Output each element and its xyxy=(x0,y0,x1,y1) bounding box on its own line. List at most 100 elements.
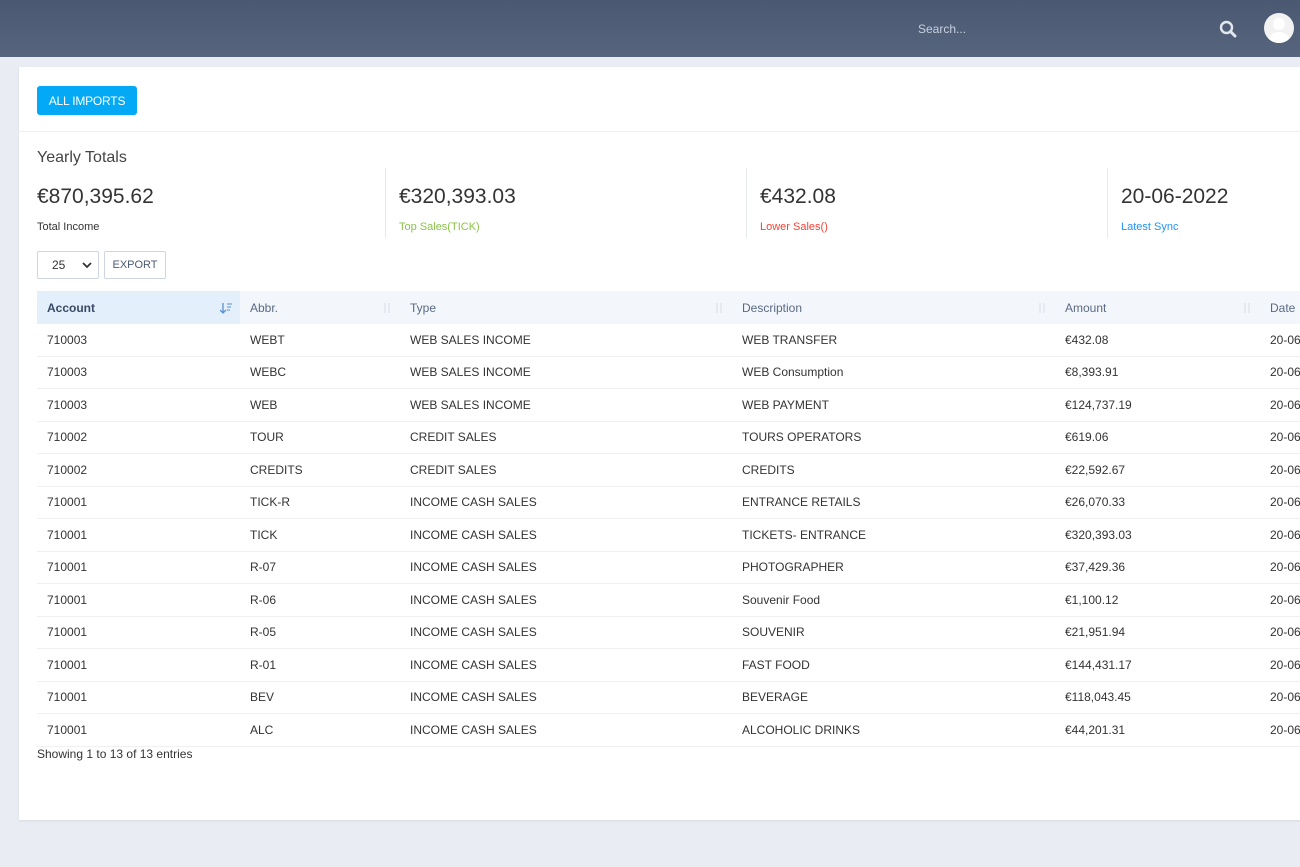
column-header[interactable]: Description xyxy=(732,291,1055,324)
export-button[interactable]: EXPORT xyxy=(104,251,166,279)
table-cell: INCOME CASH SALES xyxy=(400,681,732,714)
table-row: 710001 R-01 INCOME CASH SALES FAST FOOD €144… xyxy=(37,648,1300,682)
table-cell: FAST FOOD xyxy=(732,648,1055,682)
stat-label: Total Income xyxy=(37,221,100,233)
page-size: 25 xyxy=(52,258,66,272)
table-cell: WEB SALES INCOME xyxy=(400,388,732,422)
table-cell: 20-06-2022 xyxy=(1260,453,1300,487)
all-imports-button[interactable]: ALL IMPORTS xyxy=(37,86,137,115)
stat-value: €870,395.62 xyxy=(37,185,154,208)
sort-icon xyxy=(220,303,232,314)
table-cell: 20-06-2022 xyxy=(1260,583,1300,617)
avatar[interactable] xyxy=(1264,13,1294,43)
stat: €320,393.03 Top Sales(TICK) xyxy=(399,185,739,233)
summary-title: Yearly Totals xyxy=(37,149,127,166)
table-cell: €432.08 xyxy=(1055,324,1260,357)
table-cell: WEBT xyxy=(240,324,400,357)
table-cell: €22,592.67 xyxy=(1055,453,1260,487)
stat-value: €432.08 xyxy=(760,185,836,208)
table-cell: WEB Consumption xyxy=(732,356,1055,389)
stat-label: Top Sales(TICK) xyxy=(399,221,480,233)
table-cell: 710002 xyxy=(37,453,240,487)
stat-value: 20-06-2022 xyxy=(1121,185,1229,208)
column-title: Abbr. xyxy=(250,300,279,315)
table-row: 710001 R-07 INCOME CASH SALES PHOTOGRAPHER €… xyxy=(37,551,1300,584)
table-cell: 20-06-2022 xyxy=(1260,648,1300,682)
table-info: Showing 1 to 13 of 13 entries xyxy=(37,747,193,761)
table-row: 710001 BEV INCOME CASH SALES BEVERAGE €118,0… xyxy=(37,681,1300,714)
table-cell: TICK xyxy=(240,518,400,552)
table-cell: CREDIT SALES xyxy=(400,453,732,487)
column-title: Account xyxy=(47,300,95,315)
table-cell: WEBC xyxy=(240,356,400,389)
column-header[interactable]: Abbr. xyxy=(240,291,400,324)
table-cell: CREDITS xyxy=(732,453,1055,487)
table-cell: TOUR xyxy=(240,421,400,454)
table-cell: R-06 xyxy=(240,583,400,617)
table-cell: 710001 xyxy=(37,713,240,747)
table-cell: 20-06-2022 xyxy=(1260,486,1300,519)
table-cell: €320,393.03 xyxy=(1055,518,1260,552)
table-cell: €26,070.33 xyxy=(1055,486,1260,519)
table-cell: 710001 xyxy=(37,583,240,617)
table-cell: 20-06-2022 xyxy=(1260,324,1300,357)
table-cell: WEB PAYMENT xyxy=(732,388,1055,422)
table-cell: ALCOHOLIC DRINKS xyxy=(732,713,1055,747)
column-header[interactable]: Account xyxy=(37,291,240,324)
sort-icon xyxy=(716,303,722,313)
column-header[interactable]: Type xyxy=(400,291,732,324)
table-cell: INCOME CASH SALES xyxy=(400,713,732,747)
stat-value: €320,393.03 xyxy=(399,185,516,208)
table-row: 710003 WEBT WEB SALES INCOME WEB TRANSFER €4… xyxy=(37,324,1300,357)
table-cell: WEB TRANSFER xyxy=(732,324,1055,357)
stat: €870,395.62 Total Income xyxy=(37,185,377,233)
separator xyxy=(385,168,386,238)
table-cell: CREDITS xyxy=(240,453,400,487)
stat: 20-06-2022 Latest Sync xyxy=(1121,185,1300,233)
table-cell: 710001 xyxy=(37,486,240,519)
table-cell: €37,429.36 xyxy=(1055,551,1260,584)
table-cell: 710001 xyxy=(37,681,240,714)
table-cell: 710002 xyxy=(37,421,240,454)
table-cell: €124,737.19 xyxy=(1055,388,1260,422)
search-icon[interactable] xyxy=(1219,20,1237,38)
card: ALL IMPORTS Yearly Totals €870,395.62 Tot… xyxy=(19,67,1300,820)
table-cell: INCOME CASH SALES xyxy=(400,551,732,584)
table-cell: 20-06-2022 xyxy=(1260,388,1300,422)
table-row: 710001 R-06 INCOME CASH SALES Souvenir Food… xyxy=(37,583,1300,617)
stat: €432.08 Lower Sales() xyxy=(760,185,1100,233)
column-title: Type xyxy=(410,300,437,315)
table-cell: ALC xyxy=(240,713,400,747)
table-cell: 710003 xyxy=(37,388,240,422)
table-cell: SOUVENIR xyxy=(732,616,1055,649)
search-input[interactable]: Search... xyxy=(918,22,967,36)
table-cell: INCOME CASH SALES xyxy=(400,486,732,519)
table-cell: WEB SALES INCOME xyxy=(400,324,732,357)
separator xyxy=(1107,168,1108,238)
table-cell: CREDIT SALES xyxy=(400,421,732,454)
top-bar: Search... xyxy=(0,0,1300,57)
table-cell: ENTRANCE RETAILS xyxy=(732,486,1055,519)
table-cell: €8,393.91 xyxy=(1055,356,1260,389)
table-row: 710002 TOUR CREDIT SALES TOURS OPERATORS €61… xyxy=(37,421,1300,454)
table-cell: €44,201.31 xyxy=(1055,713,1260,747)
column-header[interactable]: Date xyxy=(1260,291,1300,324)
table-cell: 20-06-2022 xyxy=(1260,421,1300,454)
column-header[interactable]: Amount xyxy=(1055,291,1260,324)
table-cell: WEB xyxy=(240,388,400,422)
sort-icon xyxy=(1244,303,1250,313)
table-cell: WEB SALES INCOME xyxy=(400,356,732,389)
table-cell: 710001 xyxy=(37,518,240,552)
separator xyxy=(746,168,747,238)
table-cell: 20-06-2022 xyxy=(1260,356,1300,389)
table-cell: €118,043.45 xyxy=(1055,681,1260,714)
page-size-select[interactable]: 25 xyxy=(37,251,99,279)
sort-icon xyxy=(1039,303,1045,313)
table-row: 710001 ALC INCOME CASH SALES ALCOHOLIC DRIN… xyxy=(37,713,1300,747)
stat-label: Latest Sync xyxy=(1121,221,1179,233)
data-table: Account Abbr. Type Description Amount Date 71… xyxy=(37,291,1300,747)
table-cell: 710001 xyxy=(37,648,240,682)
table-cell: INCOME CASH SALES xyxy=(400,583,732,617)
divider xyxy=(19,131,1300,132)
